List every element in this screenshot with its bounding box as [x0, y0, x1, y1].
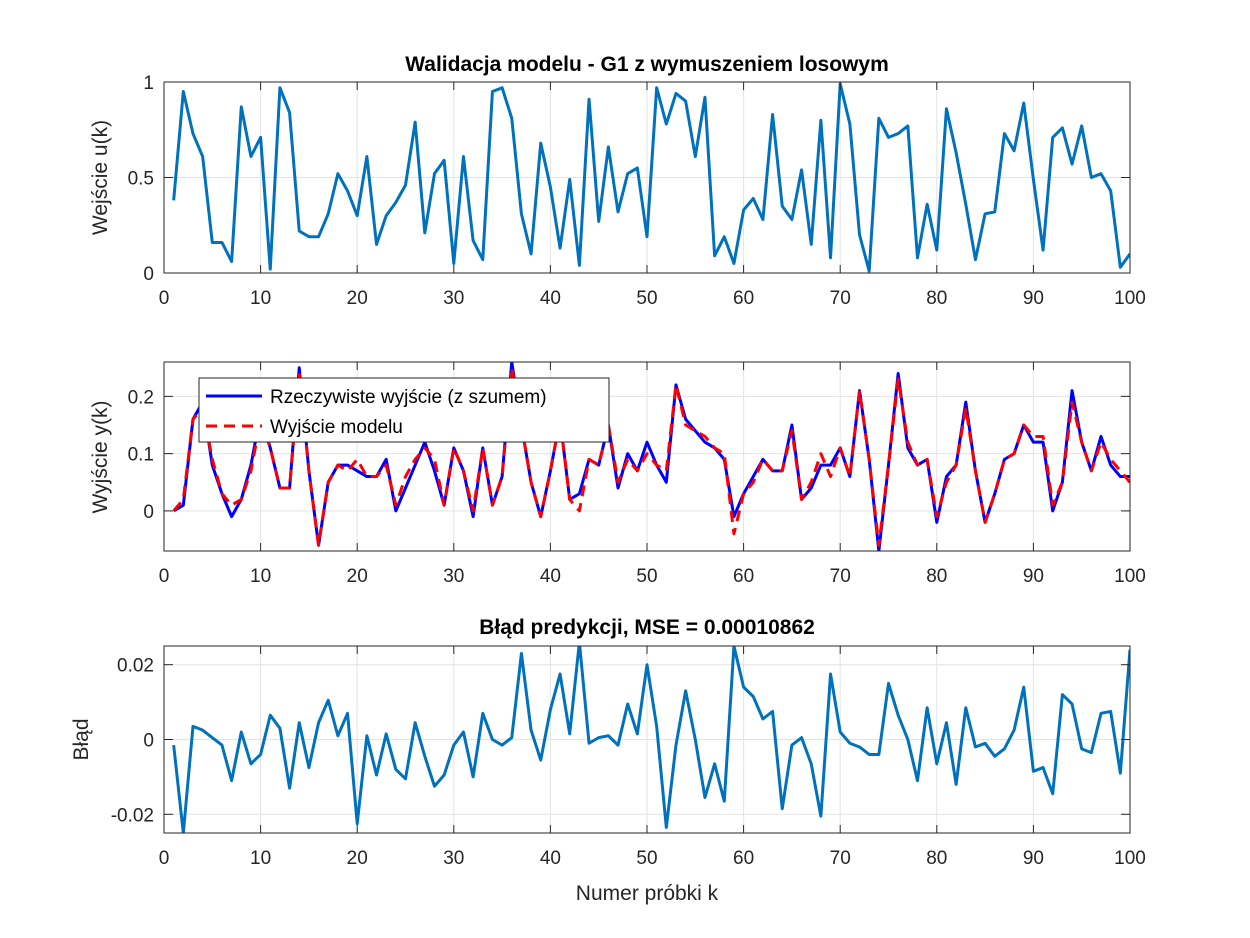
- xticks-output: 0 10 20 30 40 50 60 70 80 90 100: [159, 362, 1146, 587]
- x-tick-label: 70: [830, 288, 851, 309]
- x-tick-label: 80: [926, 566, 947, 587]
- x-tick-label: 40: [540, 566, 561, 587]
- x-tick-label: 30: [443, 848, 464, 869]
- y-tick-label: 0.02: [117, 656, 154, 677]
- panel-error: 0 10 20 30 40 50 60 70 80 90 100 -0.02 0 0.02 Błąd p…: [70, 616, 1146, 905]
- x-tick-label: 10: [250, 566, 271, 587]
- series-line-error-0: [172, 646, 1130, 833]
- y-tick-label: 0: [143, 731, 154, 752]
- x-tick-label: 0: [159, 848, 170, 869]
- x-tick-label: 30: [443, 288, 464, 309]
- xlabel-error: Numer próbki k: [576, 882, 719, 905]
- x-tick-label: 50: [636, 288, 657, 309]
- ylabel-error: Błąd: [70, 718, 93, 760]
- x-tick-label: 60: [733, 288, 754, 309]
- x-tick-label: 100: [1114, 848, 1146, 869]
- x-tick-label: 40: [540, 288, 561, 309]
- chart-title-input: Walidacja modelu - G1 z wymuszeniem loso…: [405, 53, 889, 76]
- y-tick-label: 0.1: [128, 445, 154, 466]
- ylabel-output: Wyjście y(k): [89, 401, 112, 514]
- y-tick-label: 0.2: [128, 387, 154, 408]
- yticks-input: 00.51: [128, 73, 1130, 285]
- x-tick-label: 60: [733, 848, 754, 869]
- x-tick-label: 70: [830, 848, 851, 869]
- x-tick-label: 10: [250, 848, 271, 869]
- series-input: [172, 82, 1130, 273]
- x-tick-label: 20: [347, 288, 368, 309]
- x-tick-label: 40: [540, 848, 561, 869]
- x-tick-label: 50: [636, 566, 657, 587]
- y-tick-label: 0.5: [128, 169, 154, 190]
- xticks-input: 0 10 20 30 40 50 60 70 80 90 100: [159, 82, 1146, 309]
- x-tick-label: 90: [1023, 566, 1044, 587]
- ylabel-input: Wejście u(k): [89, 120, 112, 235]
- series-line-input-0: [172, 82, 1130, 273]
- series-error: [172, 646, 1130, 833]
- legend-label-model-output: Wyjście modelu: [270, 417, 403, 438]
- xticks-error: 0 10 20 30 40 50 60 70 80 90 100: [159, 646, 1146, 869]
- x-tick-label: 70: [830, 566, 851, 587]
- yticks-error: -0.02 0 0.02: [111, 656, 1130, 826]
- x-tick-label: 50: [636, 848, 657, 869]
- legend: Rzeczywiste wyjście (z szumem) Wyjście m…: [198, 377, 610, 443]
- x-tick-label: 100: [1114, 566, 1146, 587]
- x-tick-label: 0: [159, 566, 170, 587]
- x-tick-label: 90: [1023, 848, 1044, 869]
- x-tick-label: 80: [926, 288, 947, 309]
- y-tick-label: -0.02: [111, 805, 154, 826]
- yticks-output: 0 0.1 0.2: [128, 387, 1130, 523]
- x-tick-label: 10: [250, 288, 271, 309]
- x-tick-label: 90: [1023, 288, 1044, 309]
- panel-input: 0 10 20 30 40 50 60 70 80 90 100 00.51 Walidacja m…: [89, 53, 1146, 309]
- x-tick-label: 30: [443, 566, 464, 587]
- y-tick-label: 0: [143, 502, 154, 523]
- x-tick-label: 0: [159, 288, 170, 309]
- x-tick-label: 100: [1114, 288, 1146, 309]
- x-tick-label: 20: [347, 848, 368, 869]
- legend-label-real-output: Rzeczywiste wyjście (z szumem): [270, 387, 547, 408]
- chart-title-error: Błąd predykcji, MSE = 0.00010862: [479, 616, 815, 639]
- x-tick-label: 80: [926, 848, 947, 869]
- x-tick-label: 20: [347, 566, 368, 587]
- x-tick-label: 60: [733, 566, 754, 587]
- y-tick-label: 1: [143, 73, 154, 94]
- series-output: [172, 362, 1130, 551]
- panel-output: 0 10 20 30 40 50 60 70 80 90 100 0 0.1 0.2 Wyjście y…: [89, 361, 1146, 587]
- y-tick-label: 0: [143, 264, 154, 285]
- legend-box: [198, 377, 610, 443]
- series-line-output-1: [172, 366, 1130, 547]
